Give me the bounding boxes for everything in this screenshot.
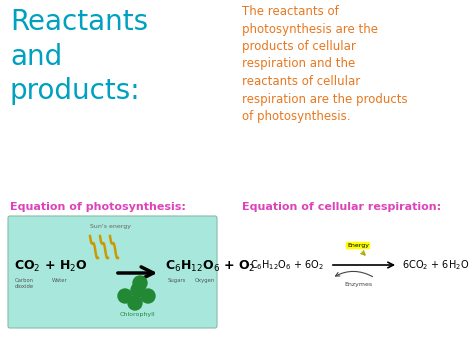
FancyBboxPatch shape xyxy=(8,216,217,328)
Text: C$_6$H$_{12}$O$_6$ + 6O$_2$: C$_6$H$_{12}$O$_6$ + 6O$_2$ xyxy=(250,258,324,272)
Text: Sugars: Sugars xyxy=(168,278,186,283)
Circle shape xyxy=(133,276,147,290)
Text: Water: Water xyxy=(52,278,68,283)
Text: Equation of cellular respiration:: Equation of cellular respiration: xyxy=(242,202,441,212)
Text: Oxygen: Oxygen xyxy=(195,278,215,283)
Text: The reactants of
photosynthesis are the
products of cellular
respiration and the: The reactants of photosynthesis are the … xyxy=(242,5,408,123)
Text: CO$_2$ + H$_2$O: CO$_2$ + H$_2$O xyxy=(14,258,88,274)
Text: Sun's energy: Sun's energy xyxy=(90,224,131,229)
Text: C$_6$H$_{12}$O$_6$ + O$_2$: C$_6$H$_{12}$O$_6$ + O$_2$ xyxy=(165,258,255,274)
Circle shape xyxy=(118,289,132,303)
Text: Equation of photosynthesis:: Equation of photosynthesis: xyxy=(10,202,186,212)
Text: Reactants
and
products:: Reactants and products: xyxy=(10,8,148,105)
Text: 6CO$_2$ + 6H$_2$O: 6CO$_2$ + 6H$_2$O xyxy=(402,258,469,272)
Text: Carbon
dioxide: Carbon dioxide xyxy=(15,278,34,289)
Text: Chlorophyll: Chlorophyll xyxy=(119,312,155,317)
Text: Energy: Energy xyxy=(347,243,369,248)
Circle shape xyxy=(131,283,145,297)
Text: Enzymes: Enzymes xyxy=(344,282,372,287)
Circle shape xyxy=(128,296,142,310)
Circle shape xyxy=(141,289,155,303)
